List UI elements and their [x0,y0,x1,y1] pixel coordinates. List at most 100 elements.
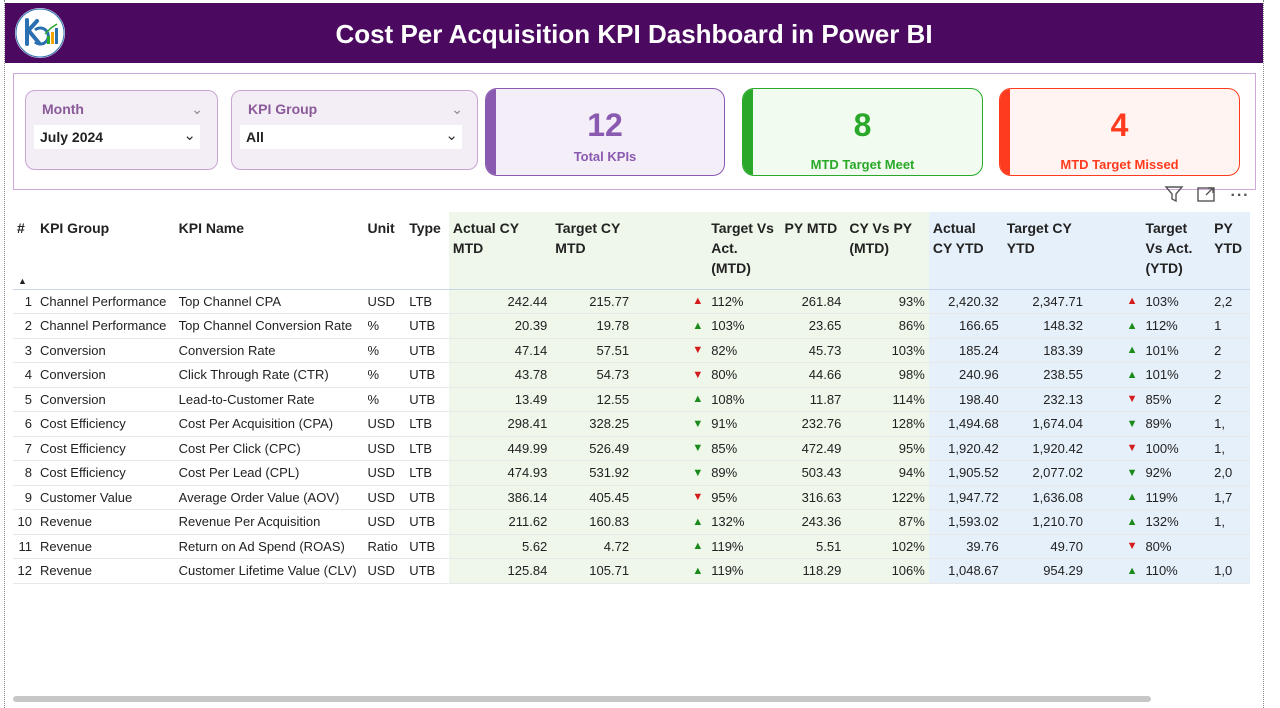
table-row[interactable]: 5 Conversion Lead-to-Customer Rate% UTB 13.4… [13,387,1250,412]
column-header[interactable]: Actual CY MTD [448,212,552,290]
column-header[interactable]: KPI Group [35,212,175,290]
target-vs-act-ytd-cell: 100% [1141,436,1211,461]
row-number: 12 [13,558,36,584]
kpi-group-cell: Cost Efficiency [35,436,175,461]
column-header[interactable]: Target Vs Act. (MTD) [707,212,781,290]
target-vs-act-mtd-cell: 119% [707,534,781,559]
target-vs-act-mtd-cell: 112% [707,289,781,314]
column-header[interactable]: Target CY MTD [551,212,634,290]
type-cell: UTB [405,534,449,559]
target-vs-act-mtd-cell: 132% [707,509,781,535]
actual-cy-ytd-cell: 185.24 [928,338,1003,363]
kpi-table-grid: # KPI Group KPI Name Unit Type Actual CY MTD T… [13,212,1250,584]
month-slicer[interactable]: Month ⌄ July 2024 ⌄ [25,90,218,170]
target-vs-act-mtd-cell: 89% [707,460,781,486]
table-row[interactable]: 11 Revenue Return on Ad Spend (ROAS) Ratio U… [13,534,1250,559]
unit-cell: USD [363,485,406,510]
dropdown-chevron-icon[interactable]: ⌄ [183,127,196,144]
table-row[interactable]: 6 Cost Efficiency Cost Per Acquisition (CP… [13,411,1250,437]
ytd-indicator-icon: ▲ [1086,509,1142,535]
filter-icon[interactable] [1162,184,1186,208]
target-cy-ytd-cell: 1,636.08 [1002,485,1087,510]
kpi-name-cell: Cost Per Acquisition (CPA) [174,411,364,437]
table-row[interactable]: 10 Revenue Revenue Per Acquisition USD UTB 21… [13,509,1250,535]
target-cy-mtd-cell: 19.78 [551,313,634,339]
unit-cell: USD [363,436,406,461]
table-header-row: # KPI Group KPI Name Unit Type Actual CY MTD T… [13,212,1250,290]
ytd-indicator-icon: ▲ [1086,289,1142,314]
mtd-indicator-icon: ▼ [633,411,708,437]
table-row[interactable]: 8 Cost Efficiency Cost Per Lead (CPL) USD LT… [13,460,1250,486]
kpi-group-slicer[interactable]: KPI Group ⌄ All ⌄ [231,90,478,170]
unit-cell: USD [363,558,406,584]
kpi-name-cell: Revenue Per Acquisition [174,509,364,535]
ytd-indicator-icon: ▼ [1086,534,1142,559]
kpi-name-cell: Top Channel CPA [174,289,364,314]
target-cy-ytd-cell: 954.29 [1002,558,1087,584]
dropdown-chevron-icon[interactable]: ⌄ [445,127,458,144]
type-cell: LTB [405,289,449,314]
table-row[interactable]: 9 Customer Value Average Order Value (AOV)… [13,485,1250,510]
column-header[interactable]: KPI Name [174,212,364,290]
column-header[interactable]: Target CY YTD [1002,212,1087,290]
target-vs-act-ytd-cell: 103% [1141,289,1211,314]
column-header[interactable] [633,212,708,290]
column-header[interactable]: Type [405,212,449,290]
target-cy-mtd-cell: 4.72 [551,534,634,559]
kpi-name-cell: Cost Per Lead (CPL) [174,460,364,486]
row-number: 9 [13,485,36,510]
kpi-group-dropdown[interactable]: All ⌄ [240,125,462,149]
kpi-name-cell: Top Channel Conversion Rate [174,313,364,339]
py-ytd-cell: 1, [1210,509,1250,535]
target-cy-ytd-cell: 49.70 [1002,534,1087,559]
ytd-indicator-icon: ▲ [1086,558,1142,584]
scrollbar-thumb[interactable] [13,696,1151,702]
py-mtd-cell: 261.84 [780,289,846,314]
cy-vs-py-mtd-cell: 102% [845,534,929,559]
chevron-down-icon[interactable]: ⌄ [191,101,203,117]
cy-vs-py-mtd-cell: 106% [845,558,929,584]
table-row[interactable]: 1 Channel Performance Top Channel CPA USD LT… [13,289,1250,314]
ytd-indicator-icon: ▲ [1086,485,1142,510]
kpi-name-cell: Conversion Rate [174,338,364,363]
kpi-group-cell: Revenue [35,509,175,535]
py-ytd-cell: 2,0 [1210,460,1250,486]
target-cy-ytd-cell: 1,920.42 [1002,436,1087,461]
actual-cy-ytd-cell: 1,947.72 [928,485,1003,510]
month-value: July 2024 [40,129,104,145]
actual-cy-ytd-cell: 1,920.42 [928,436,1003,461]
column-header[interactable]: PY MTD [780,212,846,290]
horizontal-scrollbar[interactable] [13,695,1253,703]
mtd-target-missed-value: 4 [1110,107,1129,143]
table-row[interactable]: 12 Revenue Customer Lifetime Value (CLV) US… [13,558,1250,584]
table-row[interactable]: 4 Conversion Click Through Rate (CTR)% UTB 4… [13,362,1250,388]
column-header[interactable]: # [13,212,36,290]
cy-vs-py-mtd-cell: 93% [845,289,929,314]
kpi-group-cell: Customer Value [35,485,175,510]
column-header[interactable]: Unit [363,212,406,290]
unit-cell: % [363,387,406,412]
mtd-indicator-icon: ▲ [633,289,708,314]
target-cy-mtd-cell: 12.55 [551,387,634,412]
column-header[interactable]: Actual CY YTD [928,212,1003,290]
mtd-indicator-icon: ▲ [633,534,708,559]
row-number: 6 [13,411,36,437]
py-ytd-cell: 1,7 [1210,485,1250,510]
column-header[interactable] [1086,212,1142,290]
month-dropdown[interactable]: July 2024 ⌄ [34,125,200,149]
table-row[interactable]: 7 Cost Efficiency Cost Per Click (CPC) USD L… [13,436,1250,461]
column-header[interactable]: Target Vs Act. (YTD) [1141,212,1211,290]
kpi-table: ▲ # KPI Group KPI Name Unit Type Actual CY MT… [13,212,1250,692]
chevron-down-icon[interactable]: ⌄ [451,101,463,117]
more-options-icon[interactable]: ··· [1230,187,1250,204]
table-row[interactable]: 3 Conversion Conversion Rate% UTB 47.14 57.51… [13,338,1250,363]
target-cy-mtd-cell: 54.73 [551,362,634,388]
unit-cell: USD [363,460,406,486]
column-header[interactable]: CY Vs PY (MTD) [845,212,929,290]
unit-cell: % [363,362,406,388]
table-row[interactable]: 2 Channel Performance Top Channel Conversi… [13,313,1250,339]
kpi-group-cell: Conversion [35,387,175,412]
actual-cy-mtd-cell: 20.39 [448,313,552,339]
column-header[interactable]: PY YTD [1210,212,1250,290]
focus-mode-icon[interactable] [1194,184,1218,208]
